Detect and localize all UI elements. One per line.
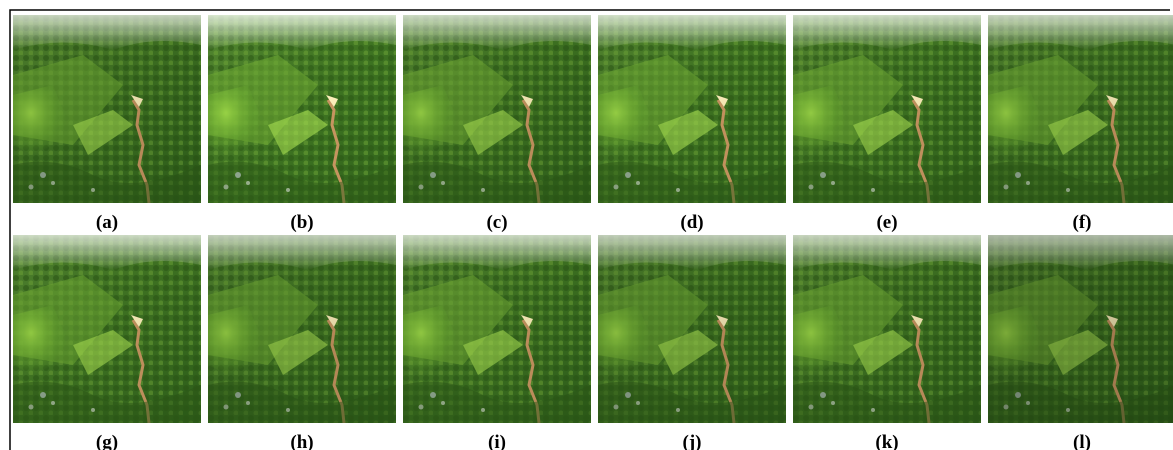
panel-label: (k) [875, 432, 898, 450]
panel-label: (g) [96, 432, 118, 450]
panel-image [988, 235, 1173, 423]
panel-label: (e) [876, 212, 897, 233]
figure: (a) (b) (c) (d) (e) (f) (g) (h) (i) (j) (k) (l) [0, 0, 1173, 450]
panel-label: (i) [488, 432, 506, 450]
panel-image [598, 235, 786, 423]
panel-label: (h) [290, 432, 313, 450]
panel-image [793, 15, 981, 203]
panel-image [13, 235, 201, 423]
panel-image [208, 235, 396, 423]
panel-image [793, 235, 981, 423]
panel-image [13, 15, 201, 203]
panel-image [403, 15, 591, 203]
panel-label: (c) [486, 212, 507, 233]
panel-label: (b) [290, 212, 313, 233]
panel-label: (a) [96, 212, 118, 233]
panel-image [988, 15, 1173, 203]
figure-canvas: (a) (b) (c) (d) (e) (f) (g) (h) (i) (j) (k) (l) [0, 0, 1173, 450]
panel-image [598, 15, 786, 203]
panel-image [403, 235, 591, 423]
panel-label: (f) [1073, 212, 1092, 233]
panel-label: (l) [1073, 432, 1091, 450]
panel-label: (d) [680, 212, 703, 233]
panel-image [208, 15, 396, 203]
panel-label: (j) [683, 432, 702, 450]
